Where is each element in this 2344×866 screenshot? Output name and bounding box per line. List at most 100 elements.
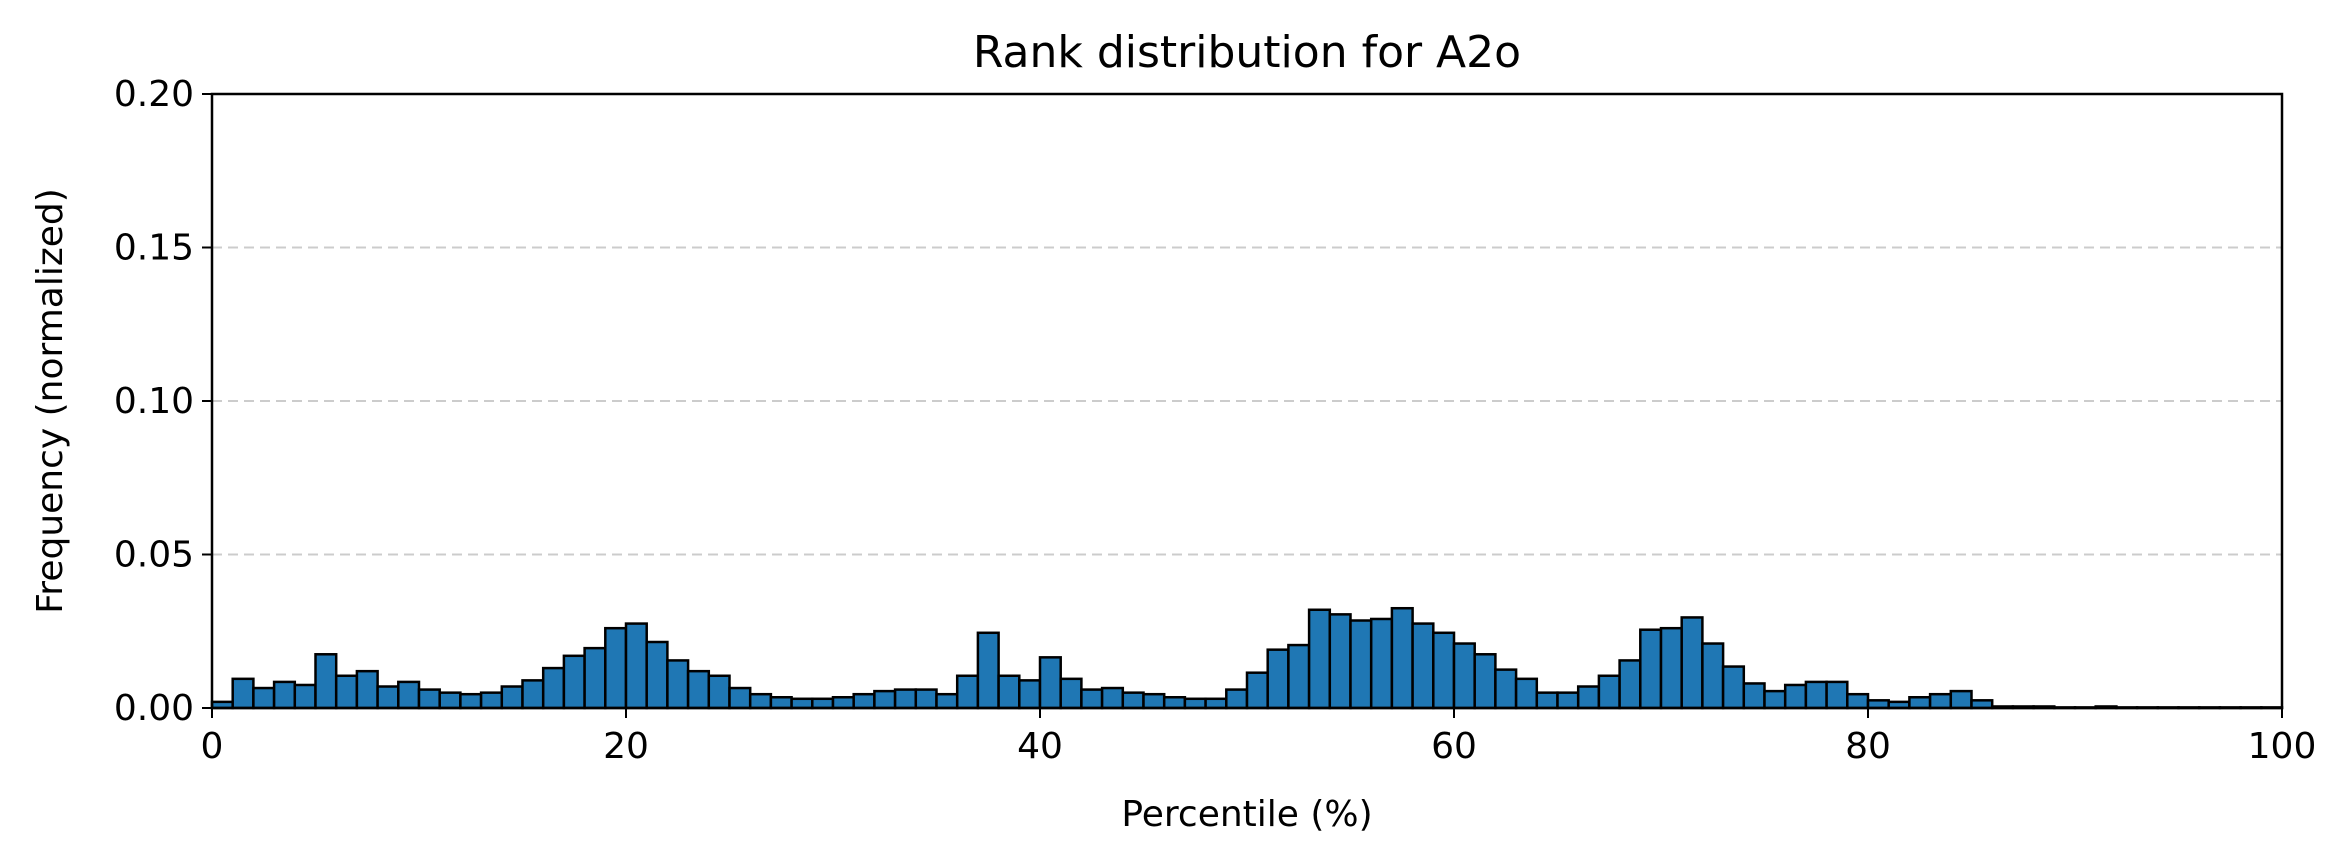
histogram-bar [1183, 697, 1207, 710]
histogram-bar [1225, 688, 1249, 710]
histogram-bar [272, 680, 297, 710]
histogram-bar [1369, 617, 1394, 710]
x-tick-label: 20 [603, 726, 649, 767]
histogram-bar [1307, 608, 1332, 710]
histogram-bar [562, 654, 586, 710]
histogram-bar [1846, 692, 1870, 710]
histogram-bar [604, 626, 628, 710]
histogram-bar [459, 692, 483, 710]
histogram-bar [479, 691, 504, 710]
histogram-bar [935, 692, 959, 710]
histogram-bar [541, 666, 566, 710]
x-tick-label: 100 [2248, 726, 2317, 767]
x-tick-label: 80 [1845, 726, 1891, 767]
x-axis-ticks: 0 20 40 60 80 100 [201, 708, 2317, 767]
bars [210, 606, 2284, 710]
y-tick-label: 0.05 [114, 535, 194, 576]
chart-title: Rank distribution for A2o [973, 27, 1521, 78]
y-tick-label: 0.10 [114, 381, 194, 422]
histogram-bar [1763, 689, 1787, 710]
histogram-bar [1080, 688, 1104, 710]
histogram-bar [1659, 626, 1683, 710]
histogram-bar [976, 631, 1000, 710]
histogram-bar [314, 653, 338, 710]
histogram-bar [1473, 653, 1497, 710]
histogram-bar [624, 622, 648, 710]
histogram-bar [1949, 689, 1973, 710]
histogram-bar [769, 696, 793, 710]
histogram-bar [811, 697, 835, 710]
histogram-bar [748, 692, 773, 710]
x-tick-label: 0 [201, 726, 224, 767]
histogram-bar [231, 677, 255, 710]
histogram-bar [521, 679, 545, 710]
histogram-bar [1494, 668, 1518, 710]
x-tick-label: 40 [1017, 726, 1063, 767]
histogram-bar [1121, 691, 1145, 710]
histogram-bar [1142, 692, 1166, 710]
histogram-bar [790, 697, 814, 710]
histogram-bar [955, 674, 980, 710]
grid-lines [212, 246, 2282, 556]
histogram-bar [583, 646, 607, 710]
histogram-bar [1328, 613, 1352, 710]
histogram-bar [1245, 671, 1269, 710]
histogram-bar [645, 640, 669, 710]
histogram-bar [1266, 648, 1290, 710]
histogram-bar [1597, 674, 1621, 710]
histogram-bar [893, 688, 918, 710]
y-axis-label: Frequency (normalized) [30, 188, 71, 614]
histogram-bar [355, 669, 379, 710]
x-axis-label: Percentile (%) [1121, 794, 1372, 835]
histogram-bar [686, 669, 711, 710]
histogram-bar [914, 688, 938, 710]
histogram-bar [1556, 691, 1580, 710]
histogram-bar [1204, 697, 1228, 710]
histogram-bar [252, 686, 276, 710]
histogram-bar [1742, 682, 1766, 710]
y-tick-label: 0.20 [114, 74, 194, 115]
histogram-bar [1514, 677, 1539, 710]
histogram-bar [1804, 680, 1828, 710]
histogram-bar [666, 659, 690, 710]
y-tick-label: 0.15 [114, 228, 194, 269]
histogram-bar [707, 674, 731, 710]
histogram-bar [1639, 628, 1663, 710]
histogram-bar [1059, 677, 1083, 710]
histogram-bar [1680, 616, 1704, 710]
histogram-bar [728, 686, 752, 710]
histogram-bar [1618, 659, 1642, 710]
histogram-bar [334, 674, 359, 710]
histogram-bar [438, 691, 462, 710]
histogram-bar [1018, 679, 1042, 710]
histogram-bar [1349, 619, 1373, 710]
histogram-bar [997, 674, 1021, 710]
histogram-bar [873, 689, 897, 710]
histogram-bar [1452, 642, 1476, 710]
histogram-bar [1576, 685, 1601, 710]
histogram-bar [1411, 622, 1435, 710]
histogram-bar [1432, 631, 1456, 710]
histogram-bar [1825, 680, 1849, 710]
histogram-bar [1721, 665, 1746, 710]
histogram-bar [852, 692, 876, 710]
histogram-bar [1100, 686, 1125, 710]
histogram-bar [397, 680, 421, 710]
histogram-bar [1390, 606, 1414, 710]
histogram-bar [1783, 683, 1808, 710]
y-axis-ticks: 0.00 0.05 0.10 0.15 0.20 [114, 74, 212, 729]
x-tick-label: 60 [1431, 726, 1477, 767]
histogram-bar [1162, 696, 1187, 710]
histogram-bar [376, 685, 400, 710]
histogram-bar [1038, 656, 1062, 710]
histogram-bar [1535, 691, 1559, 710]
histogram-bar [831, 696, 855, 710]
histogram-bar [1701, 642, 1725, 710]
y-tick-label: 0.00 [114, 688, 194, 729]
histogram-bar [417, 688, 441, 710]
histogram-bar [1928, 692, 1953, 710]
histogram-bar [1287, 643, 1311, 710]
histogram-bar [500, 685, 524, 710]
histogram-bar [293, 683, 317, 710]
